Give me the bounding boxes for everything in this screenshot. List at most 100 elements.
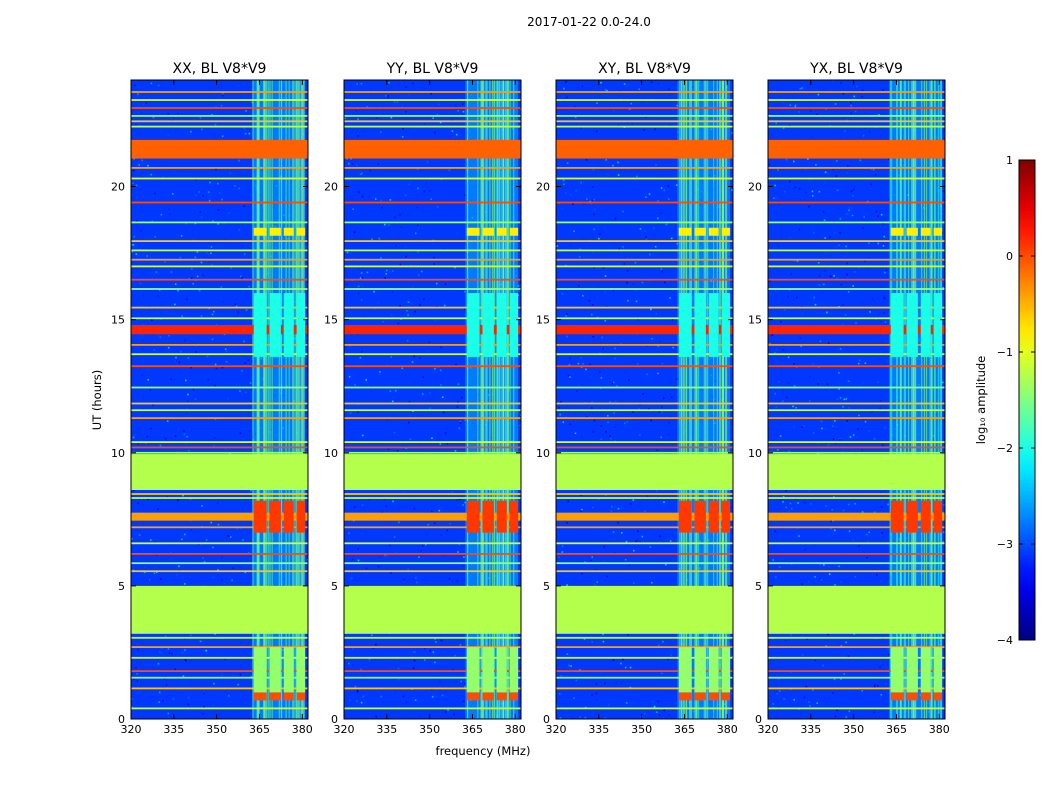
flag-line	[344, 306, 521, 309]
noise-pixel	[842, 405, 844, 408]
flag-line	[556, 636, 733, 639]
flag-line	[768, 676, 945, 679]
x-tick-label: 320	[546, 723, 567, 736]
noise-pixel	[830, 527, 832, 530]
noise-pixel	[612, 164, 614, 167]
noise-pixel	[801, 87, 803, 89]
noise-pixel	[637, 318, 639, 321]
noise-pixel	[864, 113, 867, 115]
noise-pixel	[836, 160, 838, 162]
noise-pixel	[783, 190, 786, 193]
burst-cell	[253, 293, 267, 357]
noise-pixel	[180, 350, 182, 353]
noise-pixel	[248, 286, 250, 288]
noise-pixel	[660, 268, 663, 270]
noise-pixel	[135, 184, 138, 187]
noise-pixel	[857, 362, 860, 365]
noise-pixel	[563, 183, 565, 186]
noise-pixel	[191, 277, 193, 279]
flag-line	[768, 221, 945, 224]
noise-pixel	[649, 546, 652, 548]
x-tick-label: 335	[588, 723, 609, 736]
rfi-streak	[934, 80, 936, 719]
noise-pixel	[671, 396, 673, 399]
noise-pixel	[627, 634, 629, 636]
noise-pixel	[216, 362, 219, 364]
noise-pixel	[633, 711, 636, 713]
rfi-streak	[679, 80, 681, 719]
noise-pixel	[857, 654, 860, 657]
burst-cell	[708, 293, 719, 357]
flag-line	[344, 99, 521, 101]
noise-pixel	[634, 261, 637, 264]
noise-pixel	[405, 246, 407, 249]
noise-pixel	[381, 206, 383, 209]
y-tick-label: 10	[748, 447, 762, 460]
time-band	[556, 324, 733, 335]
noise-pixel	[676, 378, 678, 380]
noise-pixel	[231, 579, 233, 582]
noise-pixel	[458, 498, 461, 500]
noise-pixel	[614, 426, 616, 428]
noise-pixel	[139, 282, 142, 285]
noise-pixel	[592, 199, 594, 202]
noise-pixel	[667, 658, 669, 660]
noise-pixel	[238, 187, 241, 190]
noise-pixel	[147, 498, 149, 500]
noise-pixel	[628, 564, 631, 567]
noise-pixel	[782, 400, 784, 402]
noise-pixel	[223, 582, 226, 585]
noise-pixel	[146, 369, 149, 371]
noise-pixel	[832, 692, 834, 694]
flag-line	[131, 177, 308, 180]
noise-pixel	[602, 633, 604, 636]
noise-pixel	[401, 106, 403, 108]
noise-pixel	[356, 292, 358, 294]
noise-pixel	[879, 399, 882, 402]
noise-pixel	[438, 509, 441, 512]
flag-line	[556, 99, 733, 101]
noise-pixel	[369, 169, 371, 172]
noise-pixel	[424, 349, 427, 352]
noise-pixel	[182, 675, 185, 677]
noise-pixel	[177, 695, 179, 697]
noise-pixel	[455, 104, 457, 107]
noise-pixel	[592, 431, 595, 433]
noise-pixel	[385, 273, 387, 275]
noise-pixel	[559, 413, 561, 416]
flag-line	[556, 288, 733, 290]
noise-pixel	[777, 169, 779, 171]
flag-line	[768, 646, 945, 648]
noise-pixel	[652, 701, 654, 703]
noise-pixel	[645, 236, 647, 238]
noise-pixel	[217, 223, 219, 225]
rfi-streak	[716, 80, 718, 719]
noise-pixel	[145, 102, 148, 104]
noise-pixel	[250, 675, 252, 678]
noise-pixel	[814, 576, 816, 578]
noise-pixel	[775, 122, 777, 125]
flag-line	[131, 451, 308, 454]
flag-line	[768, 288, 945, 290]
noise-pixel	[665, 223, 668, 226]
noise-pixel	[132, 569, 135, 571]
noise-pixel	[578, 256, 581, 258]
burst-cell	[509, 647, 519, 693]
burst-cell	[253, 227, 267, 236]
noise-pixel	[349, 345, 351, 348]
noise-pixel	[622, 246, 624, 248]
burst-cell	[296, 227, 306, 236]
noise-pixel	[858, 545, 860, 547]
noise-pixel	[653, 705, 656, 708]
burst-cell	[678, 293, 692, 357]
burst-cell	[482, 293, 494, 357]
spectrogram	[344, 80, 521, 719]
noise-pixel	[305, 679, 307, 682]
noise-pixel	[387, 448, 390, 450]
noise-pixel	[834, 253, 836, 255]
noise-pixel	[822, 664, 824, 667]
noise-pixel	[657, 372, 659, 375]
flag-line	[768, 670, 945, 672]
noise-pixel	[181, 652, 184, 654]
noise-pixel	[668, 88, 670, 91]
